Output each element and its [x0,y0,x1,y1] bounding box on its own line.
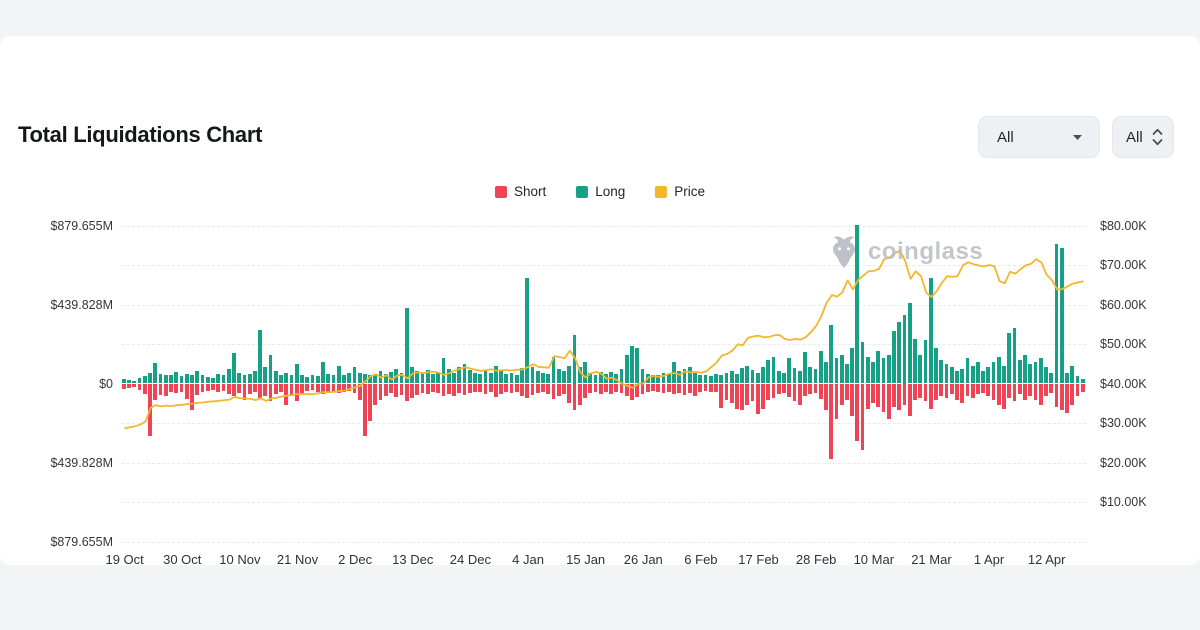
coinglass-watermark: coinglass [828,234,983,270]
legend: Short Long Price [494,184,705,199]
chart-card: Total Liquidations Chart All All Short L… [0,36,1200,567]
legend-item-long[interactable]: Long [576,184,625,199]
page-title: Total Liquidations Chart [18,122,263,147]
long-swatch-icon [576,185,589,198]
price-line [124,249,1084,430]
chevron-up-down-icon [1152,128,1163,146]
short-swatch-icon [494,185,507,198]
legend-item-short[interactable]: Short [494,184,547,199]
chart-plot-area[interactable] [122,218,1086,543]
filter-stepper-exchange-label: All [1126,128,1143,146]
chevron-down-icon [1073,134,1082,140]
price-swatch-icon [655,185,668,198]
legend-label-long: Long [595,184,626,199]
legend-label-price: Price [674,184,706,199]
legend-label-short: Short [513,184,547,199]
filter-stepper-exchange[interactable]: All [1112,116,1174,158]
coinglass-bull-icon [832,236,856,268]
legend-item-price[interactable]: Price [655,184,705,199]
filter-dropdown-pair[interactable]: All [978,116,1100,158]
filter-dropdown-pair-label: All [997,128,1014,146]
coinglass-watermark-label: coinglass [868,238,984,265]
